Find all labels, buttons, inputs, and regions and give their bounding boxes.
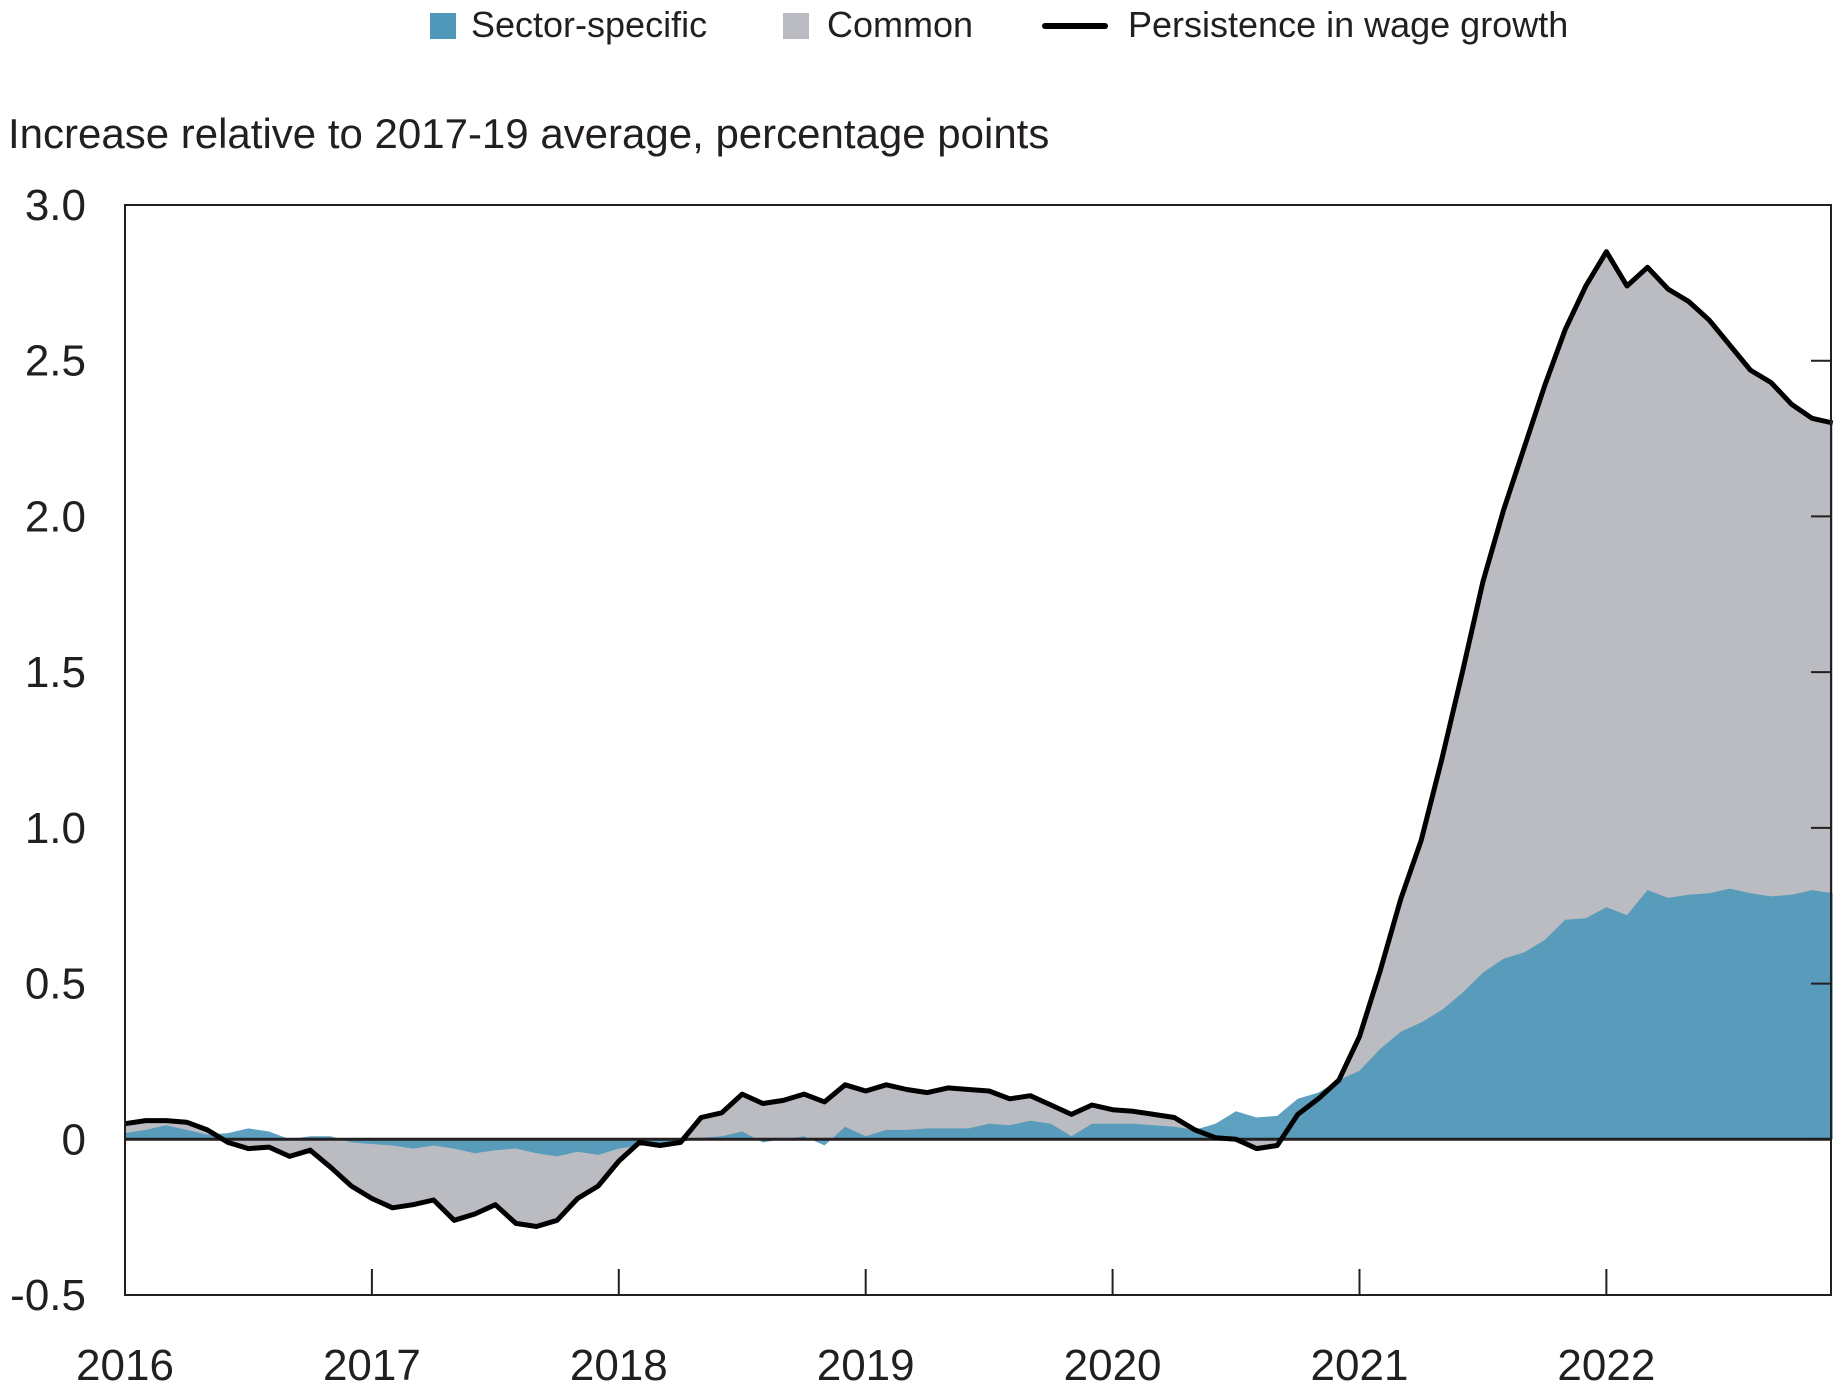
plot-areas <box>124 249 1834 1229</box>
axes: 3.0 2.5 2.0 1.5 1.0 0.5 0 -0.5 2016 2017 2018 2019 2… <box>10 181 1832 1390</box>
y-tick-label: -0.5 <box>10 1271 86 1320</box>
legend-label-persistence: Persistence in wage growth <box>1128 4 1568 45</box>
y-tick-label: 0.5 <box>25 960 86 1009</box>
common-area <box>125 251 1833 1227</box>
legend: Sector-specific Common Persistence in wa… <box>430 4 1568 45</box>
persistence-line <box>124 249 1834 1229</box>
x-tick-label: 2017 <box>323 1341 421 1390</box>
y-tick-label: 3.0 <box>25 181 86 230</box>
legend-swatch-common <box>783 13 809 39</box>
y-tick-label: 2.0 <box>25 492 86 541</box>
x-tick-label: 2021 <box>1311 1341 1409 1390</box>
y-axis-title: Increase relative to 2017-19 average, pe… <box>8 110 1049 157</box>
y-tick-label: 0 <box>62 1115 86 1164</box>
x-tick-label: 2020 <box>1064 1341 1162 1390</box>
x-tick-label: 2019 <box>817 1341 915 1390</box>
x-tick-label: 2022 <box>1557 1341 1655 1390</box>
y-tick-label: 1.5 <box>25 648 86 697</box>
y-tick-label: 2.5 <box>25 337 86 386</box>
sector-specific-area <box>125 888 1833 1157</box>
x-tick-label: 2016 <box>76 1341 174 1390</box>
plot-frame <box>124 204 1832 1296</box>
legend-swatch-sector-specific <box>430 13 456 39</box>
legend-label-common: Common <box>827 4 973 45</box>
legend-label-sector-specific: Sector-specific <box>471 4 707 45</box>
y-tick-label: 1.0 <box>25 804 86 853</box>
x-tick-label: 2018 <box>570 1341 668 1390</box>
